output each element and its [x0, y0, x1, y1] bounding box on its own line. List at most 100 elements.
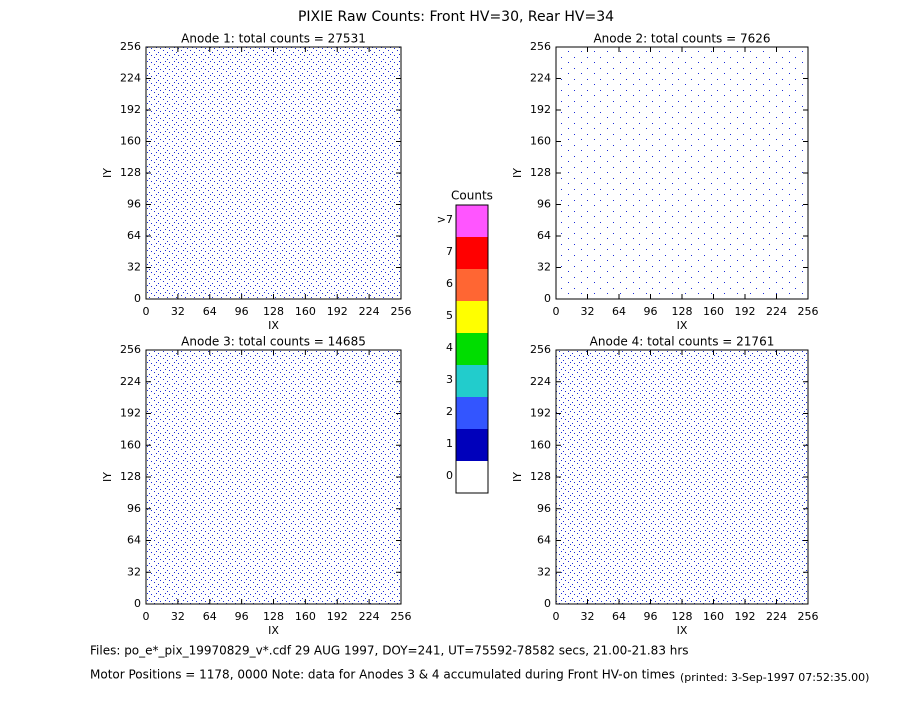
y-tick-label: 96 [127, 198, 141, 211]
x-tick-label: 96 [644, 305, 658, 318]
colorbar-swatch [456, 461, 488, 493]
y-tick-label: 32 [127, 261, 141, 274]
y-tick-label: 160 [530, 438, 551, 451]
footer-files: Files: po_e*_pix_19970829_v*.cdf 29 AUG … [90, 644, 689, 658]
x-tick-label: 224 [359, 610, 380, 623]
y-tick-label: 128 [120, 166, 141, 179]
colorbar-label: 0 [446, 469, 453, 482]
x-tick-label: 256 [391, 610, 412, 623]
y-tick-label: 0 [134, 597, 141, 610]
x-tick-label: 160 [295, 610, 316, 623]
y-tick-label: 160 [120, 135, 141, 148]
y-tick-label: 192 [120, 103, 141, 116]
x-tick-label: 96 [235, 610, 249, 623]
y-tick-label: 256 [530, 40, 551, 53]
x-tick-label: 0 [553, 305, 560, 318]
x-tick-label: 256 [798, 610, 819, 623]
panel-title: Anode 1: total counts = 27531 [181, 32, 366, 46]
colorbar-swatch [456, 333, 488, 365]
colorbar-label: 1 [446, 437, 453, 450]
y-tick-label: 32 [537, 261, 551, 274]
y-tick-label: 192 [530, 407, 551, 420]
y-tick-label: 224 [530, 375, 551, 388]
y-axis-label: IY [101, 168, 114, 178]
colorbar-label: 5 [446, 309, 453, 322]
y-axis-label: IY [101, 472, 114, 482]
footer-note: Motor Positions = 1178, 0000 Note: data … [90, 668, 675, 682]
y-tick-label: 192 [530, 103, 551, 116]
y-tick-label: 224 [530, 72, 551, 85]
x-tick-label: 256 [798, 305, 819, 318]
plot-texture [146, 350, 401, 604]
y-tick-label: 224 [120, 375, 141, 388]
y-tick-label: 0 [544, 292, 551, 305]
x-tick-label: 0 [143, 610, 150, 623]
x-tick-label: 32 [581, 610, 595, 623]
y-tick-label: 128 [530, 166, 551, 179]
x-tick-label: 64 [612, 305, 626, 318]
x-tick-label: 192 [327, 610, 348, 623]
colorbar-swatch [456, 237, 488, 269]
x-axis-label: IX [268, 624, 279, 637]
y-tick-label: 128 [120, 470, 141, 483]
y-tick-label: 96 [537, 502, 551, 515]
y-tick-label: 96 [537, 198, 551, 211]
x-tick-label: 128 [672, 305, 693, 318]
x-tick-label: 96 [235, 305, 249, 318]
colorbar-label: 2 [446, 405, 453, 418]
panel-title: Anode 4: total counts = 21761 [590, 335, 775, 349]
x-tick-label: 32 [581, 305, 595, 318]
x-tick-label: 0 [553, 610, 560, 623]
y-tick-label: 128 [530, 470, 551, 483]
x-tick-label: 160 [703, 305, 724, 318]
x-tick-label: 160 [703, 610, 724, 623]
colorbar-swatch [456, 429, 488, 461]
x-tick-label: 32 [171, 610, 185, 623]
y-tick-label: 96 [127, 502, 141, 515]
x-tick-label: 192 [735, 305, 756, 318]
panel-title: Anode 2: total counts = 7626 [593, 32, 770, 46]
y-tick-label: 256 [120, 40, 141, 53]
x-tick-label: 224 [766, 305, 787, 318]
y-tick-label: 224 [120, 72, 141, 85]
x-tick-label: 128 [672, 610, 693, 623]
x-tick-label: 128 [263, 610, 284, 623]
colorbar-swatch [456, 301, 488, 333]
x-tick-label: 128 [263, 305, 284, 318]
y-tick-label: 64 [537, 534, 551, 547]
colorbar-frame [455, 204, 489, 494]
x-tick-label: 0 [143, 305, 150, 318]
colorbar-title: Counts [451, 189, 493, 203]
x-axis-label: IX [677, 319, 688, 332]
x-tick-label: 224 [359, 305, 380, 318]
y-tick-label: 192 [120, 407, 141, 420]
y-tick-label: 0 [134, 292, 141, 305]
plot-texture [146, 47, 401, 299]
x-tick-label: 64 [612, 610, 626, 623]
y-tick-label: 64 [537, 229, 551, 242]
x-tick-label: 224 [766, 610, 787, 623]
colorbar-label: >7 [437, 213, 453, 226]
plot-texture [556, 47, 808, 299]
y-tick-label: 0 [544, 597, 551, 610]
colorbar-swatch [456, 269, 488, 301]
x-tick-label: 160 [295, 305, 316, 318]
x-tick-label: 192 [327, 305, 348, 318]
colorbar-swatch [456, 205, 488, 237]
x-tick-label: 64 [203, 305, 217, 318]
colorbar-swatch [456, 397, 488, 429]
footer-printed: (printed: 3-Sep-1997 07:52:35.00) [680, 671, 869, 684]
x-tick-label: 256 [391, 305, 412, 318]
plot-texture [556, 350, 808, 604]
y-tick-label: 256 [120, 343, 141, 356]
y-tick-label: 32 [127, 565, 141, 578]
x-tick-label: 192 [735, 610, 756, 623]
x-tick-label: 96 [644, 610, 658, 623]
y-axis-label: IY [511, 168, 524, 178]
y-tick-label: 256 [530, 343, 551, 356]
x-axis-label: IX [677, 624, 688, 637]
x-axis-label: IX [268, 319, 279, 332]
y-tick-label: 160 [530, 135, 551, 148]
colorbar-label: 6 [446, 277, 453, 290]
